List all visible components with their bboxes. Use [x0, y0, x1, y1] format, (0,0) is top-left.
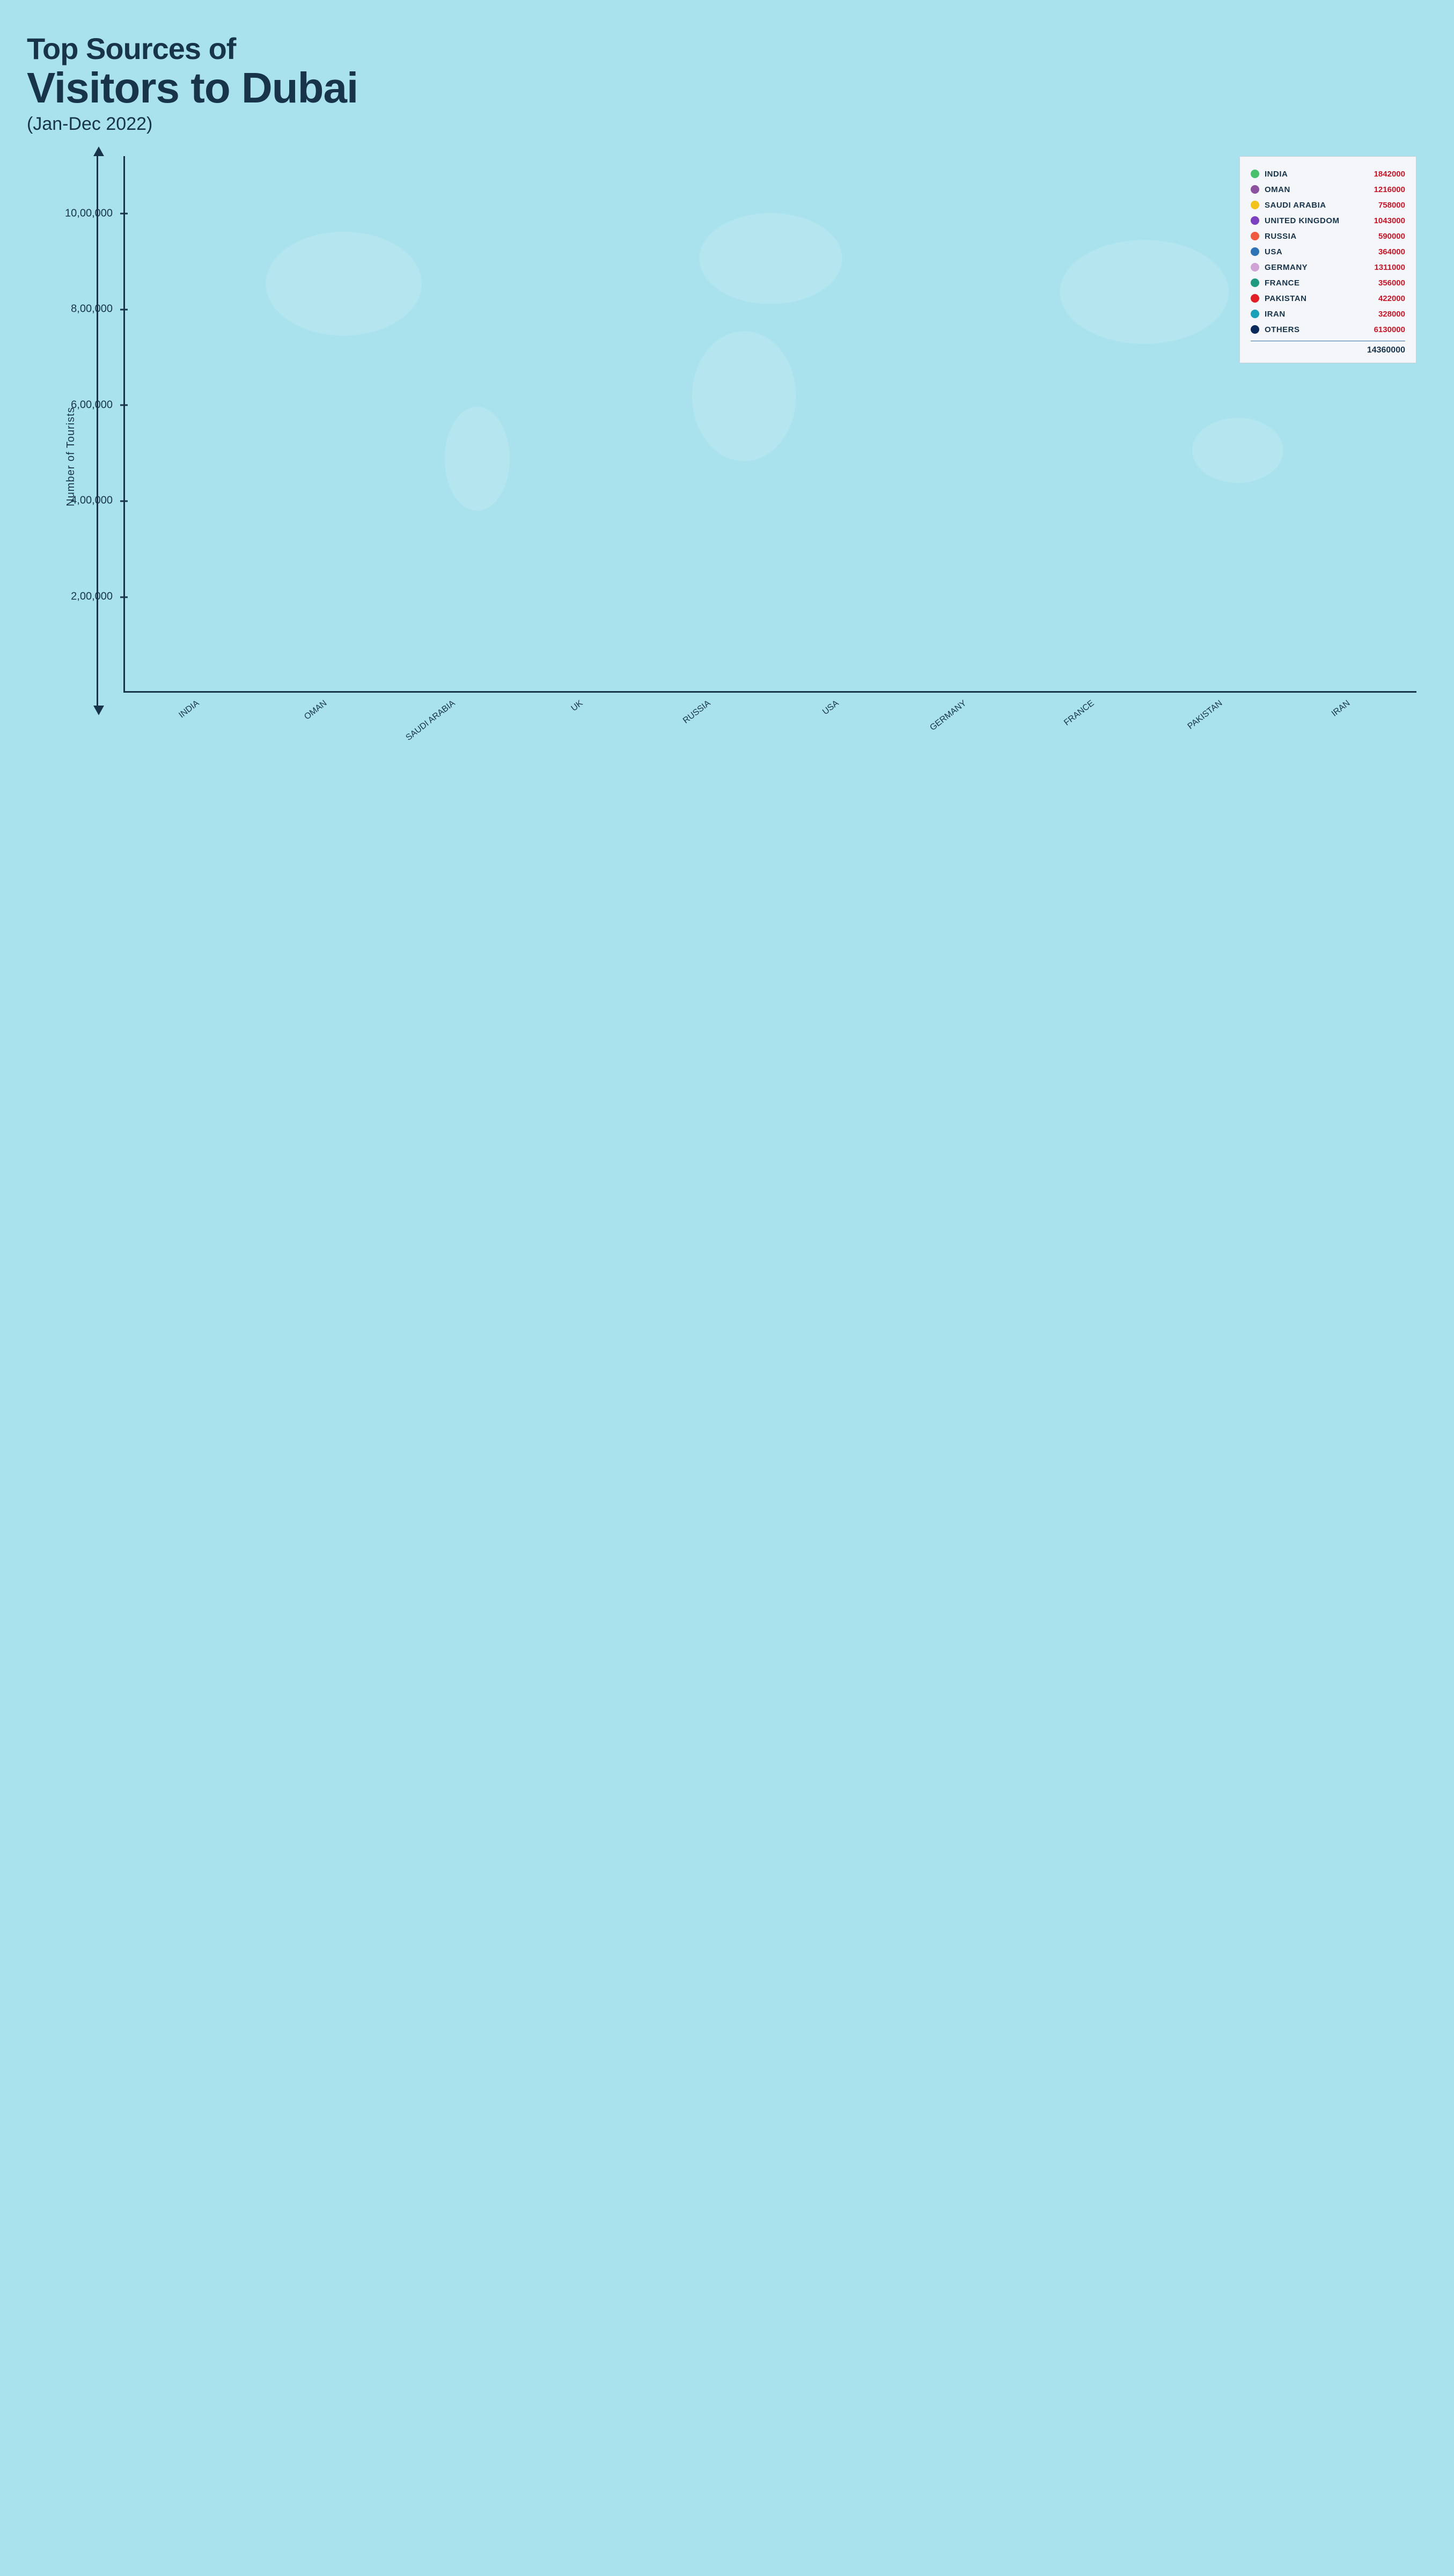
- header: Top Sources of Visitors to Dubai (Jan-De…: [27, 32, 1427, 135]
- legend-swatch: [1251, 232, 1259, 240]
- legend-name: OMAN: [1265, 185, 1369, 194]
- legend-row: OTHERS 6130000: [1251, 322, 1405, 337]
- legend-name: RUSSIA: [1265, 232, 1373, 241]
- x-axis-label: RUSSIA: [681, 699, 713, 726]
- y-tick: 2,00,000: [71, 591, 113, 603]
- legend-swatch: [1251, 185, 1259, 194]
- legend-row: INDIA 1842000: [1251, 166, 1405, 182]
- title-line-1: Top Sources of: [27, 32, 1427, 65]
- legend-value: 1216000: [1374, 185, 1405, 194]
- legend-value: 356000: [1378, 278, 1405, 288]
- legend-value: 1043000: [1374, 216, 1405, 225]
- legend-swatch: [1251, 294, 1259, 303]
- legend-value: 1842000: [1374, 170, 1405, 179]
- legend-row: GERMANY 1311000: [1251, 260, 1405, 275]
- legend-name: UNITED KINGDOM: [1265, 216, 1369, 225]
- legend-swatch: [1251, 310, 1259, 318]
- y-tick: 10,00,000: [65, 207, 113, 219]
- x-axis-label: PAKISTAN: [1186, 699, 1224, 731]
- x-axis-label: UK: [570, 699, 585, 714]
- legend-name: GERMANY: [1265, 263, 1369, 272]
- title-line-2: Visitors to Dubai: [27, 65, 1427, 111]
- x-axis-label: INDIA: [178, 699, 202, 720]
- y-axis-ticks: 2,00,000 4,00,000 6,00,000 8,00,000 10,00,00…: [48, 156, 118, 693]
- legend-value: 422000: [1378, 294, 1405, 303]
- legend-swatch: [1251, 170, 1259, 178]
- legend-value: 6130000: [1374, 325, 1405, 334]
- y-tick: 6,00,000: [71, 399, 113, 411]
- legend-row: IRAN 328000: [1251, 306, 1405, 322]
- legend-row: RUSSIA 590000: [1251, 229, 1405, 244]
- legend-swatch: [1251, 201, 1259, 209]
- legend-name: INDIA: [1265, 170, 1369, 179]
- legend-value: 758000: [1378, 201, 1405, 210]
- legend-name: USA: [1265, 247, 1373, 256]
- legend-name: FRANCE: [1265, 278, 1373, 288]
- plot-area: INDIAOMANSAUDI ARABIAUKRUSSIAUSAGERMANYF…: [123, 156, 1416, 693]
- bar-chart: Number of Tourists 2,00,0004,00,0006,00,…: [27, 156, 1427, 757]
- legend-name: SAUDI ARABIA: [1265, 201, 1373, 210]
- subtitle: (Jan-Dec 2022): [27, 114, 1427, 135]
- legend-box: INDIA 1842000 OMAN 1216000SAUDI ARABIA 75800…: [1239, 156, 1416, 363]
- legend-swatch: [1251, 263, 1259, 271]
- legend-row: UNITED KINGDOM 1043000: [1251, 213, 1405, 229]
- legend-name: OTHERS: [1265, 325, 1369, 334]
- legend-row: OMAN 1216000: [1251, 182, 1405, 197]
- legend-row: FRANCE 356000: [1251, 275, 1405, 291]
- legend-swatch: [1251, 247, 1259, 256]
- x-axis-label: OMAN: [303, 699, 329, 722]
- y-tick: 8,00,000: [71, 303, 113, 315]
- y-tick: 4,00,000: [71, 495, 113, 507]
- legend-total: 14360000: [1251, 346, 1405, 355]
- legend-row: USA 364000: [1251, 244, 1405, 260]
- legend-name: PAKISTAN: [1265, 294, 1373, 303]
- legend-value: 364000: [1378, 247, 1405, 256]
- bars-container: INDIAOMANSAUDI ARABIAUKRUSSIAUSAGERMANYF…: [131, 156, 1410, 691]
- x-axis-label: USA: [821, 699, 841, 717]
- legend-swatch: [1251, 325, 1259, 334]
- legend-row: SAUDI ARABIA 758000: [1251, 197, 1405, 213]
- legend-swatch: [1251, 216, 1259, 225]
- legend-name: IRAN: [1265, 310, 1373, 319]
- x-axis-label: IRAN: [1330, 699, 1352, 719]
- x-axis-label: FRANCE: [1062, 699, 1096, 728]
- legend-swatch: [1251, 278, 1259, 287]
- legend-row: PAKISTAN 422000: [1251, 291, 1405, 306]
- x-axis-label: SAUDI ARABIA: [404, 699, 457, 743]
- x-axis-label: GERMANY: [928, 699, 968, 733]
- legend-value: 328000: [1378, 310, 1405, 319]
- legend-value: 1311000: [1374, 263, 1405, 272]
- legend-value: 590000: [1378, 232, 1405, 241]
